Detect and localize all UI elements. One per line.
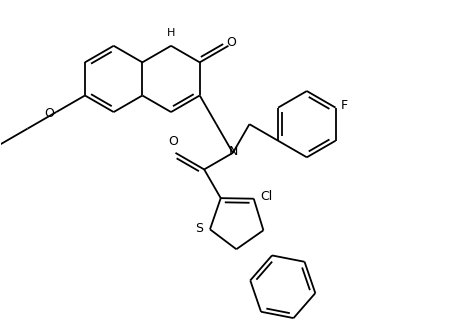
- Text: O: O: [169, 135, 179, 148]
- Text: S: S: [195, 222, 204, 235]
- Text: N: N: [229, 145, 238, 158]
- Text: Cl: Cl: [260, 190, 273, 203]
- Text: F: F: [341, 99, 348, 112]
- Text: H: H: [167, 27, 175, 38]
- Text: O: O: [44, 108, 55, 120]
- Text: O: O: [227, 36, 237, 49]
